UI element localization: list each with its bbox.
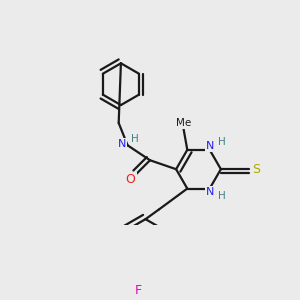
Text: H: H [218, 137, 226, 147]
Text: N: N [206, 141, 214, 151]
Text: F: F [134, 284, 142, 296]
Text: S: S [252, 163, 260, 176]
Text: N: N [206, 187, 214, 197]
Text: N: N [118, 139, 126, 149]
Text: O: O [126, 173, 136, 186]
Text: H: H [218, 191, 226, 201]
Text: H: H [131, 134, 139, 144]
Text: Me: Me [176, 118, 191, 128]
